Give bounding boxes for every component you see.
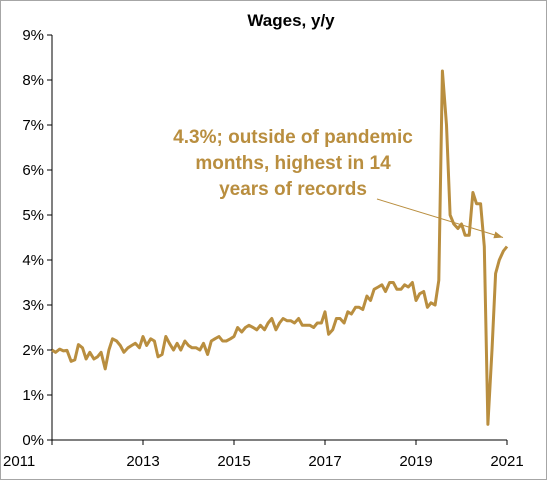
annotation-arrowhead [493, 231, 503, 239]
annotation: 4.3%; outside of pandemic months, highes… [173, 127, 504, 239]
x-tick-label: 2011 [3, 453, 35, 470]
y-tick-label: 3% [22, 297, 44, 314]
series-line-wages [51, 69, 509, 426]
x-tick-label: 2013 [126, 453, 159, 470]
chart-title: Wages, y/y [247, 11, 335, 30]
y-tick-label: 7% [22, 117, 44, 134]
x-tick-label: 2017 [308, 453, 341, 470]
annotation-line-2: months, highest in 14 [195, 153, 391, 174]
y-tick-label: 6% [22, 162, 44, 179]
annotation-line-3: years of records [219, 179, 367, 200]
y-axis-ticks: 0% 1% 2% 3% 4% 5% 6% 7% 8% 9% [22, 27, 52, 449]
x-axis-ticks: 2011 2013 2015 2017 2019 2021 [3, 440, 524, 470]
y-tick-label: 8% [22, 72, 44, 89]
x-tick-label: 2019 [399, 453, 432, 470]
x-tick-label: 2021 [490, 453, 523, 470]
y-tick-label: 2% [22, 342, 44, 359]
x-tick-label: 2015 [217, 453, 250, 470]
y-tick-label: 1% [22, 387, 44, 404]
y-tick-label: 5% [22, 207, 44, 224]
annotation-arrow [376, 198, 504, 238]
y-tick-label: 9% [22, 27, 44, 44]
annotation-line-1: 4.3%; outside of pandemic [173, 127, 413, 148]
y-tick-label: 4% [22, 252, 44, 269]
y-tick-label: 0% [22, 432, 44, 449]
